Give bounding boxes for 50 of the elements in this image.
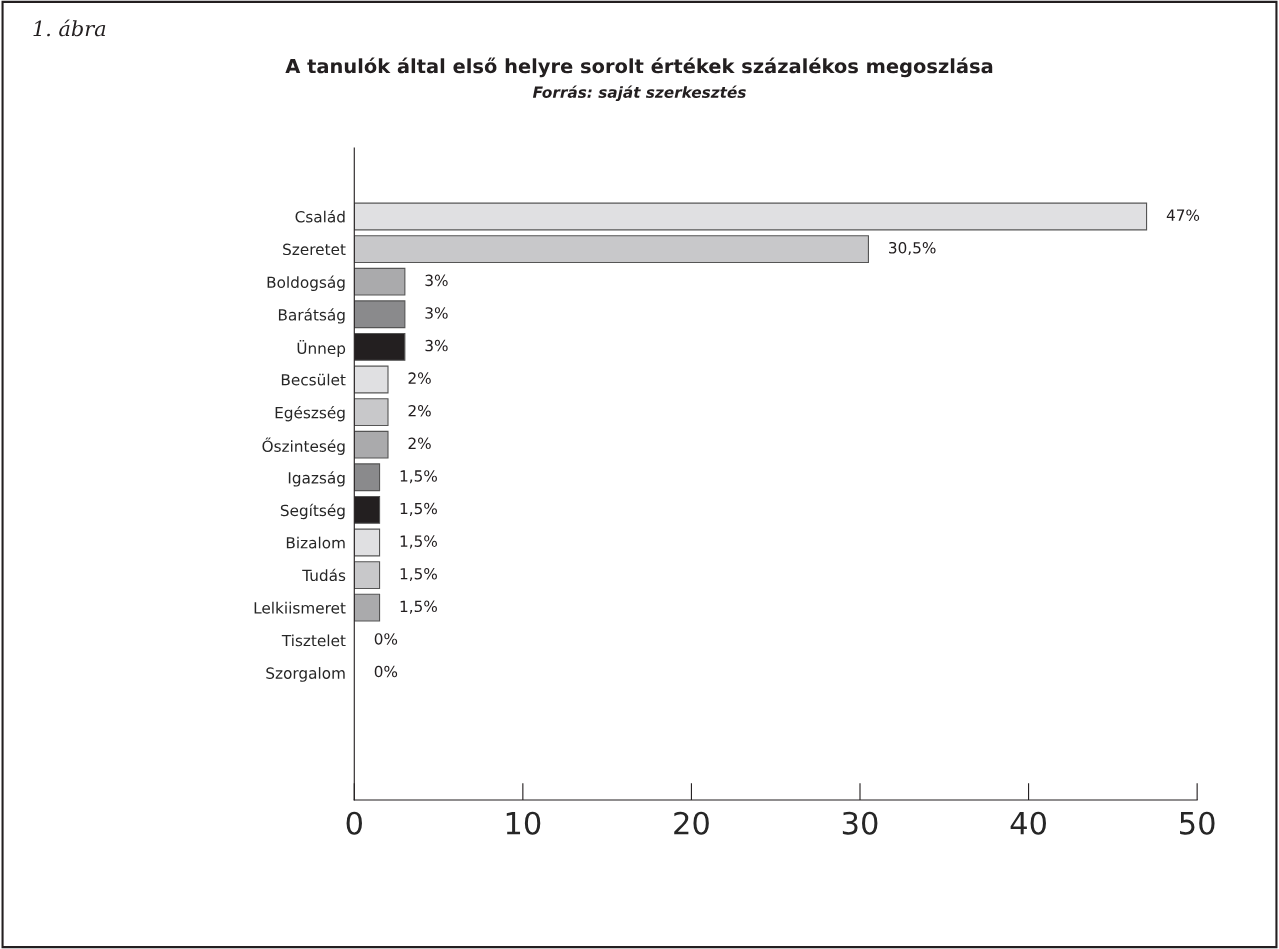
y-tick-label: Bizalom xyxy=(286,536,345,549)
y-tick-label: Boldogság xyxy=(267,275,345,291)
data-label: 1,5% xyxy=(400,567,437,582)
data-label: 3% xyxy=(425,274,448,287)
x-tick-label: 40 xyxy=(1010,811,1046,835)
y-tick-label: Segítség xyxy=(280,503,345,520)
y-tick-label: Őszinteség xyxy=(262,437,345,455)
x-tick-label: 50 xyxy=(1180,811,1215,835)
y-tick-label: Lelkiismeret xyxy=(254,601,346,614)
data-label: 30,5% xyxy=(889,241,936,256)
bar xyxy=(354,528,381,557)
data-label: 1,5% xyxy=(400,600,437,614)
text: 1. ábra xyxy=(33,19,106,37)
chart-title: A tanulók által első helyre sorolt értékek százalékos megoszlása xyxy=(285,57,993,78)
bar xyxy=(354,267,406,296)
y-tick-label: Ünnep xyxy=(297,339,346,358)
y-tick-label: Igazság xyxy=(288,471,345,487)
bar xyxy=(354,561,381,589)
bar xyxy=(354,593,381,622)
bar xyxy=(354,430,389,459)
data-label: 1,5% xyxy=(400,470,437,484)
bar xyxy=(354,365,389,394)
y-tick-label: Tisztelet xyxy=(281,634,346,647)
chart-subtitle: Forrás: saját szerkesztés xyxy=(532,85,746,102)
data-label: 3% xyxy=(425,339,448,352)
data-label: 47% xyxy=(1166,209,1200,221)
x-tick-label: 10 xyxy=(506,811,541,835)
x-tick-label: 20 xyxy=(674,811,709,835)
data-label: 3% xyxy=(425,307,448,319)
x-tick-label: 30 xyxy=(842,811,878,835)
y-tick-label: Becsület xyxy=(281,373,346,386)
bar xyxy=(354,202,1148,231)
y-tick-label: Tudás xyxy=(302,568,346,582)
bar xyxy=(354,463,381,492)
data-label: 0% xyxy=(374,633,398,645)
x-tick-label: 0 xyxy=(346,811,362,835)
bar xyxy=(354,300,406,329)
data-label: 2% xyxy=(408,437,431,450)
y-tick-label: Család xyxy=(295,210,345,223)
y-tick-label: Szorgalom xyxy=(266,667,345,682)
data-label: 1,5% xyxy=(400,535,437,549)
bar xyxy=(354,235,869,264)
data-label: 1,5% xyxy=(400,502,437,516)
data-label: 2% xyxy=(408,372,431,384)
data-label: 2% xyxy=(408,404,431,417)
y-tick-label: Barátság xyxy=(278,308,345,324)
bar xyxy=(354,398,389,427)
data-label: 0% xyxy=(374,665,398,678)
y-tick-label: Egészség xyxy=(275,405,345,422)
y-tick-label: Szeretet xyxy=(283,243,346,256)
